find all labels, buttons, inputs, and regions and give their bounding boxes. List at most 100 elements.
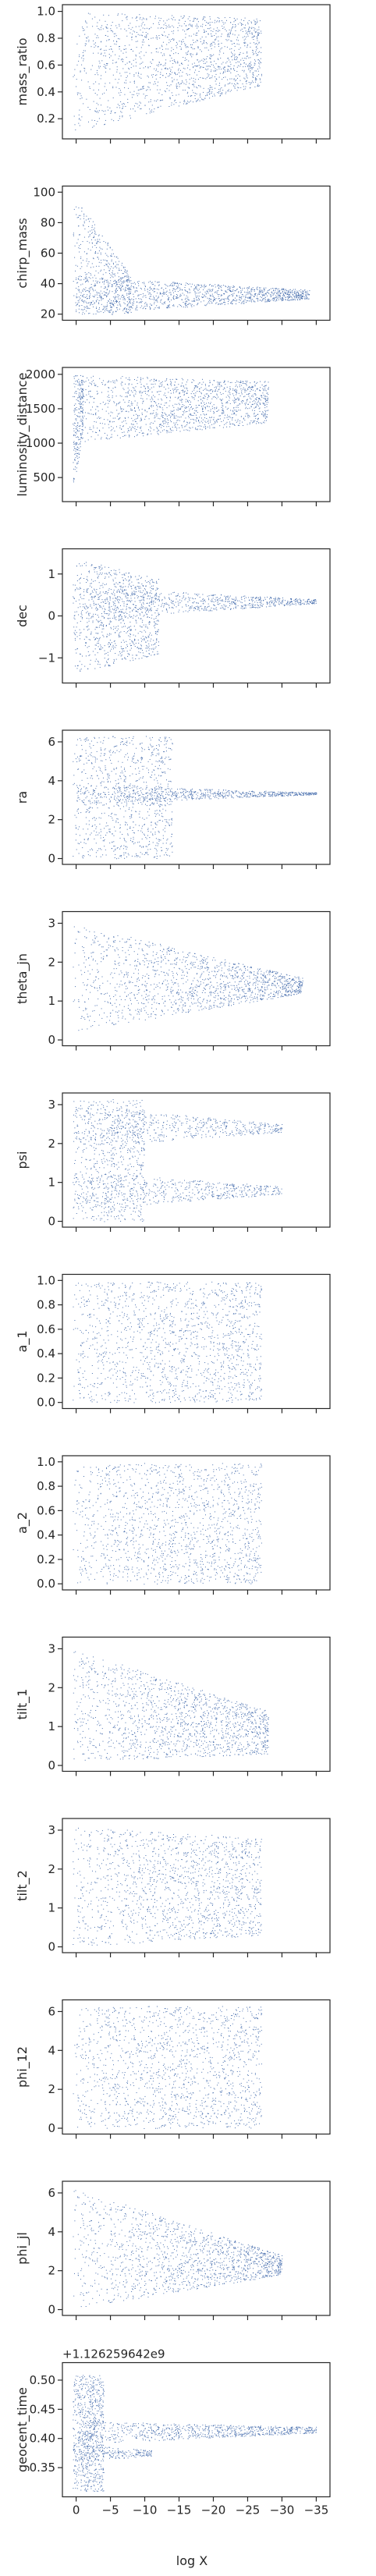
- data-point: [80, 385, 81, 386]
- data-point: [227, 296, 229, 298]
- data-point: [264, 385, 265, 387]
- data-point: [250, 294, 252, 296]
- y-tick-label: 0.2: [37, 112, 55, 126]
- data-point: [80, 119, 81, 121]
- data-point: [140, 398, 142, 399]
- data-point: [256, 31, 257, 33]
- data-point: [90, 390, 91, 392]
- data-point: [158, 17, 160, 19]
- data-point: [135, 55, 137, 57]
- data-point: [264, 418, 266, 419]
- data-point: [133, 59, 134, 61]
- data-point: [183, 294, 185, 296]
- data-point: [196, 420, 197, 422]
- data-point: [224, 301, 225, 303]
- data-point: [131, 39, 133, 41]
- data-point: [263, 298, 264, 300]
- data-point: [222, 62, 224, 63]
- data-point: [175, 396, 176, 398]
- data-point: [109, 421, 111, 423]
- data-point: [258, 62, 259, 64]
- data-point: [243, 62, 245, 63]
- data-point: [89, 313, 90, 314]
- data-point: [227, 70, 229, 72]
- data-point: [190, 95, 192, 97]
- data-point: [108, 634, 110, 636]
- data-point: [215, 298, 217, 299]
- data-point: [135, 298, 137, 300]
- data-point: [264, 410, 266, 411]
- data-point: [210, 299, 211, 300]
- data-point: [181, 390, 183, 392]
- data-point: [208, 300, 210, 301]
- data-point: [214, 41, 215, 43]
- data-point: [260, 422, 261, 424]
- data-point: [112, 273, 113, 275]
- data-point: [294, 297, 296, 299]
- data-point: [260, 287, 261, 289]
- data-point: [73, 444, 75, 445]
- data-point: [126, 396, 128, 398]
- data-point: [176, 296, 177, 298]
- data-point: [156, 598, 158, 599]
- data-point: [126, 279, 128, 280]
- data-point: [241, 294, 243, 295]
- data-point: [162, 99, 163, 101]
- data-point: [227, 90, 229, 91]
- data-point: [186, 300, 187, 302]
- data-point: [263, 421, 264, 423]
- data-point: [264, 295, 265, 296]
- data-point: [209, 294, 211, 296]
- data-point: [223, 71, 224, 73]
- data-point: [149, 296, 151, 297]
- data-point: [80, 70, 81, 72]
- data-point: [190, 414, 192, 416]
- data-point: [148, 28, 150, 30]
- data-point: [105, 242, 106, 243]
- data-point: [166, 82, 168, 83]
- data-point: [98, 272, 99, 274]
- data-point: [299, 296, 300, 297]
- data-point: [127, 98, 129, 100]
- data-point: [176, 386, 178, 388]
- data-point: [298, 295, 300, 296]
- data-point: [107, 279, 108, 281]
- data-point: [116, 41, 118, 43]
- data-point: [299, 295, 300, 296]
- data-point: [127, 378, 129, 380]
- data-point: [136, 307, 137, 308]
- data-point: [107, 438, 108, 440]
- data-point: [223, 420, 224, 421]
- data-point: [137, 282, 139, 284]
- data-point: [218, 89, 220, 90]
- data-point: [134, 426, 136, 428]
- data-point: [116, 281, 118, 282]
- data-point: [250, 289, 252, 290]
- data-point: [122, 282, 124, 284]
- data-point: [112, 314, 113, 315]
- data-point: [93, 52, 94, 54]
- data-point: [298, 297, 300, 299]
- data-point: [211, 424, 213, 425]
- data-point: [80, 435, 82, 436]
- data-point: [202, 422, 204, 424]
- data-point: [87, 439, 89, 441]
- data-point: [225, 91, 227, 93]
- data-point: [105, 110, 106, 112]
- data-point: [154, 417, 156, 418]
- data-point: [201, 286, 203, 288]
- data-point: [129, 91, 131, 93]
- data-point: [119, 55, 120, 57]
- data-point: [255, 415, 257, 417]
- data-point: [121, 279, 122, 280]
- data-point: [254, 392, 256, 394]
- data-point: [190, 35, 192, 37]
- data-point: [208, 90, 210, 92]
- data-point: [251, 387, 253, 388]
- data-point: [145, 295, 147, 296]
- data-point: [257, 44, 258, 45]
- data-point: [266, 420, 267, 421]
- data-point: [96, 301, 97, 303]
- data-point: [113, 401, 115, 403]
- data-point: [292, 297, 293, 299]
